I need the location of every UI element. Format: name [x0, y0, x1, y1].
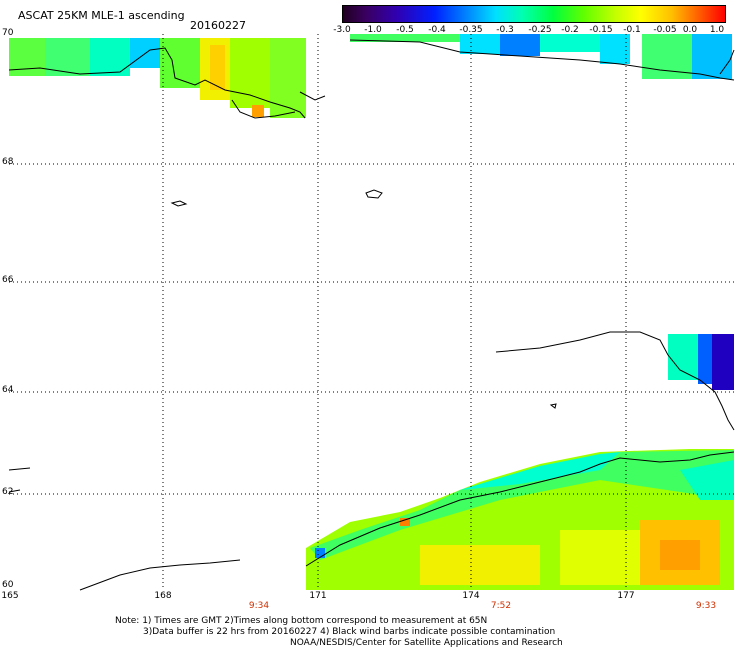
island-small	[170, 200, 188, 207]
colorbar	[342, 5, 726, 23]
colorbar-label: -0.5	[396, 25, 414, 35]
colorbar-label: 1.0	[709, 25, 725, 35]
colorbar-label: 0.0	[682, 25, 698, 35]
lat-label: 64	[2, 385, 14, 395]
swath-south	[306, 449, 734, 590]
coastline-northeast	[349, 39, 735, 81]
lat-label: 60	[2, 580, 14, 590]
map-title: ASCAT 25KM MLE-1 ascending	[18, 9, 185, 22]
lat-label: 70	[2, 28, 14, 38]
lon-label: 168	[154, 591, 172, 601]
graticule	[9, 34, 734, 590]
colorbar-label: -0.35	[459, 25, 483, 35]
colorbar-label: -0.2	[561, 25, 579, 35]
island-st-lawrence	[365, 189, 383, 199]
time-label: 7:52	[490, 601, 512, 611]
coastline-alaska-west	[495, 331, 735, 431]
lat-label: 68	[2, 157, 14, 167]
colorbar-label: -0.15	[589, 25, 613, 35]
swath-east	[668, 334, 734, 390]
colorbar-label: -0.1	[623, 25, 641, 35]
coastline-chukotka	[8, 47, 326, 119]
map-date: 20160227	[190, 19, 246, 32]
colorbar-label: -1.0	[364, 25, 382, 35]
lon-label: 165	[1, 591, 19, 601]
colorbar-label: -0.3	[496, 25, 514, 35]
colorbar-label: -0.4	[428, 25, 446, 35]
lon-label: 177	[617, 591, 635, 601]
colorbar-label: -3.0	[333, 25, 351, 35]
note-line-1: Note: 1) Times are GMT 2)Times along bot…	[115, 616, 488, 626]
data-swaths	[9, 34, 734, 590]
swath-north-center	[350, 34, 630, 64]
coastline-southwest	[8, 467, 241, 591]
coastline-alaska-south	[305, 451, 735, 567]
lat-label: 62	[2, 487, 14, 497]
island-tiny	[549, 403, 557, 409]
swath-northwest	[9, 38, 306, 118]
colorbar-label: -0.05	[653, 25, 677, 35]
lon-label: 174	[462, 591, 480, 601]
coastlines	[8, 39, 735, 591]
time-label: 9:33	[695, 601, 717, 611]
lat-label: 66	[2, 275, 14, 285]
colorbar-label: -0.25	[528, 25, 552, 35]
note-line-2: 3)Data buffer is 22 hrs from 20160227 4)…	[143, 627, 556, 637]
time-label: 9:34	[248, 601, 270, 611]
lon-label: 171	[309, 591, 327, 601]
note-line-3: NOAA/NESDIS/Center for Satellite Applica…	[290, 638, 563, 648]
swath-northeast	[642, 34, 732, 79]
